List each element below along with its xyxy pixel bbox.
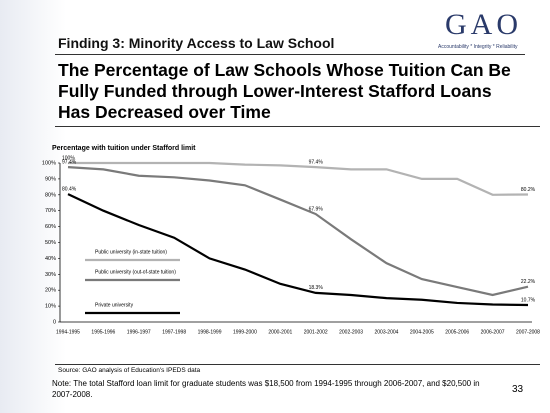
x-tick-label: 1999-2000 — [233, 329, 257, 335]
x-tick-label: 2000-2001 — [268, 329, 292, 335]
slide-title: The Percentage of Law Schools Whose Tuit… — [58, 60, 511, 122]
y-tick-label: 80% — [45, 192, 56, 198]
value-label: 22.2% — [521, 279, 536, 285]
note: Note: The total Stafford loan limit for … — [52, 379, 480, 399]
series-line — [67, 193, 529, 307]
y-tick-label: 90% — [45, 176, 56, 182]
x-tick-label: 1998-1999 — [198, 329, 222, 335]
x-tick-label: 2002-2003 — [339, 329, 363, 335]
value-label: 97.4% — [309, 159, 324, 165]
x-tick-label: 2006-2007 — [481, 329, 505, 335]
x-tick-label: 1997-1998 — [162, 329, 186, 335]
x-tick-label: 2003-2004 — [375, 329, 399, 335]
rule — [55, 54, 525, 55]
legend-label: Public university (out-of-state tuition) — [95, 269, 176, 275]
y-tick-label: 50% — [45, 240, 56, 246]
source: Source: GAO analysis of Education's IPED… — [58, 367, 201, 374]
series-line — [67, 166, 529, 297]
y-tick-label: 0 — [53, 319, 56, 325]
value-label: 18.3% — [309, 285, 324, 291]
legend-label: Private university — [95, 302, 134, 308]
value-label: 67.9% — [309, 206, 324, 212]
y-tick-label: 70% — [45, 208, 56, 214]
y-tick-label: 30% — [45, 272, 56, 278]
logo-tagline: Accountability * Integrity * Reliability — [438, 44, 518, 50]
y-tick-label: 60% — [45, 224, 56, 230]
chart-title: Percentage with tuition under Stafford l… — [52, 145, 196, 152]
x-tick-label: 1996-1997 — [127, 329, 151, 335]
rule — [55, 364, 540, 365]
series-line — [68, 161, 529, 196]
logo: GAO — [445, 8, 522, 41]
rule — [55, 126, 540, 127]
value-label: 80.2% — [521, 187, 536, 193]
page-number: 33 — [512, 384, 524, 395]
value-label: 10.7% — [521, 297, 536, 303]
y-tick-label: 10% — [45, 304, 56, 310]
x-tick-label: 2001-2002 — [304, 329, 328, 335]
x-tick-label: 2005-2006 — [445, 329, 469, 335]
value-label: 97.4% — [62, 159, 77, 165]
finding-heading: Finding 3: Minority Access to Law School — [58, 35, 335, 51]
legend-label: Public university (in-state tuition) — [95, 249, 167, 255]
y-tick-label: 100% — [42, 160, 56, 166]
y-tick-label: 20% — [45, 288, 56, 294]
x-tick-label: 2007-2008 — [516, 329, 540, 335]
x-tick-label: 2004-2005 — [410, 329, 434, 335]
value-label: 80.4% — [62, 186, 77, 192]
y-tick-label: 40% — [45, 256, 56, 262]
x-tick-label: 1994-1995 — [56, 329, 80, 335]
x-tick-label: 1995-1996 — [91, 329, 115, 335]
value-label: 100% — [62, 155, 75, 161]
